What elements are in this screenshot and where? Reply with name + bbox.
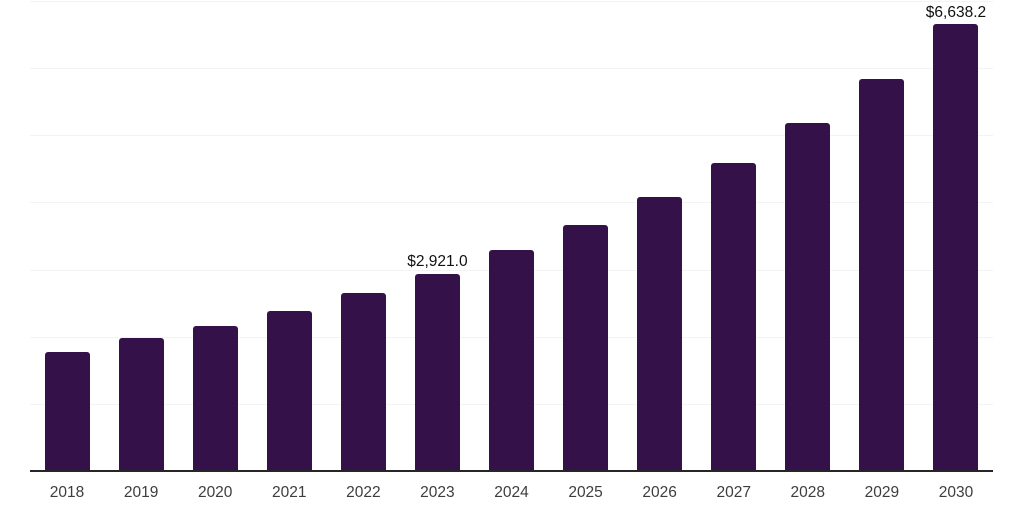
bar-2020 xyxy=(192,325,238,470)
x-tick-label-2029: 2029 xyxy=(864,484,900,501)
x-axis-line xyxy=(30,470,993,472)
x-tick-label-2021: 2021 xyxy=(272,484,307,501)
gridline-5000 xyxy=(30,135,993,137)
bar-value-label-2023: $2,921.0 xyxy=(407,253,468,271)
x-tick-label-2024: 2024 xyxy=(494,484,529,501)
bar-2029 xyxy=(859,78,905,470)
bar-2021 xyxy=(266,310,312,470)
x-tick-label-2026: 2026 xyxy=(642,484,677,501)
x-tick-label-2025: 2025 xyxy=(568,484,603,501)
bar-2024 xyxy=(489,250,534,470)
bar-2025 xyxy=(563,225,609,470)
gridline-7000 xyxy=(30,1,993,2)
x-tick-label-2020: 2020 xyxy=(197,484,233,501)
x-tick-label-2019: 2019 xyxy=(123,484,159,501)
bar-2026 xyxy=(637,196,683,470)
x-tick-label-2018: 2018 xyxy=(49,484,85,501)
gridline-6000 xyxy=(30,68,993,70)
bar-2022 xyxy=(340,293,386,470)
bar-2030: $6,638.2 xyxy=(926,5,986,470)
bar-2018 xyxy=(44,351,90,470)
plot-area: $2,921.0 $6,638.2 xyxy=(30,0,993,472)
x-tick-label-2023: 2023 xyxy=(420,484,455,501)
x-tick-label-2022: 2022 xyxy=(346,484,381,501)
x-tick-label-2028: 2028 xyxy=(790,484,826,501)
gridline-4000 xyxy=(30,202,993,204)
bar-2028 xyxy=(785,123,831,470)
x-tick-label-2030: 2030 xyxy=(938,484,974,501)
bar-2027 xyxy=(711,162,757,470)
bar-2023: $2,921.0 xyxy=(407,254,468,470)
x-tick-label-2027: 2027 xyxy=(716,484,751,501)
bar-2019 xyxy=(118,338,164,470)
bar-value-label-2030: $6,638.2 xyxy=(925,3,987,21)
